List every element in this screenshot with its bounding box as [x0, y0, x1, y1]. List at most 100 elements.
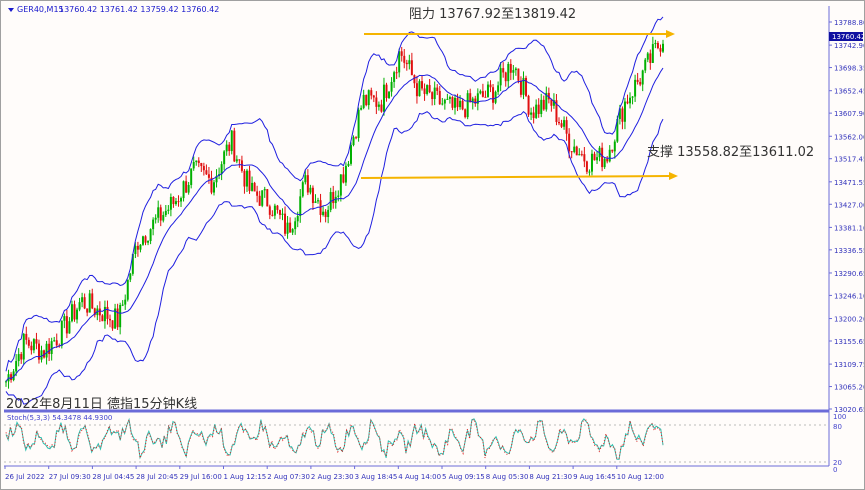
candle-body: [400, 51, 403, 56]
candle-body: [83, 297, 86, 309]
candle-body: [532, 112, 535, 118]
candle-body: [5, 381, 7, 383]
candle-body: [365, 94, 368, 106]
time-tick-label: 10 Aug 12:00: [617, 473, 664, 481]
band-upper: [5, 16, 664, 372]
candle-body: [395, 72, 398, 74]
candle-body: [261, 190, 264, 206]
candle-body: [53, 340, 56, 342]
candle-body: [415, 83, 418, 97]
time-tick-label: 28 Jul 20:45: [136, 473, 178, 481]
candle-body: [172, 196, 175, 205]
candle-body: [131, 254, 134, 274]
candle-body: [147, 241, 150, 243]
candle-body: [590, 153, 593, 172]
candle-body: [469, 93, 472, 103]
candle-body: [253, 182, 256, 192]
candle-body: [228, 144, 231, 152]
candle-body: [441, 103, 444, 105]
candle-body: [294, 221, 297, 230]
band-lower: [5, 110, 664, 405]
candle-body: [459, 100, 462, 108]
candle-body: [466, 93, 469, 118]
candle-body: [537, 104, 540, 114]
candle-body: [474, 98, 477, 104]
collapse-triangle-icon[interactable]: [8, 8, 14, 12]
candle-body: [355, 137, 358, 139]
candle-body: [578, 154, 581, 156]
candle-body: [20, 354, 23, 360]
candle-body: [563, 120, 566, 127]
candle-body: [593, 153, 596, 161]
candle-body: [324, 211, 327, 218]
candle-body: [418, 81, 421, 97]
candle-body: [639, 81, 642, 85]
candle-body: [349, 145, 352, 164]
candle-body: [230, 130, 233, 152]
candle-body: [314, 201, 317, 204]
candle-body: [621, 108, 624, 122]
candle-body: [157, 207, 160, 218]
candle-body: [164, 210, 167, 216]
candle-body: [380, 104, 383, 112]
candle-body: [433, 87, 436, 100]
candle-body: [507, 63, 510, 82]
candle-body: [339, 174, 342, 196]
candle-body: [390, 81, 393, 92]
candle-body: [98, 308, 101, 316]
resistance-label: 阻力 13767.92至13819.42: [409, 7, 576, 22]
candle-body: [560, 123, 563, 127]
candle-body: [565, 120, 568, 134]
candle-body: [519, 80, 522, 95]
time-labels: 26 Jul 2022 27 Jul 09:30 28 Jul 04:45 28 Ju…: [4, 466, 664, 481]
candle-body: [367, 90, 370, 106]
candle-body: [372, 95, 375, 98]
candle-body: [573, 146, 576, 153]
support-line: [360, 175, 670, 179]
candle-body: [606, 158, 609, 162]
candle-body: [114, 308, 117, 329]
candle-body: [377, 104, 380, 107]
candle-body: [78, 302, 81, 310]
candle-body: [527, 95, 530, 115]
candle-body: [504, 72, 507, 82]
candle-body: [646, 53, 649, 60]
candle-body: [525, 77, 528, 96]
candle-body: [60, 320, 63, 346]
candle-body: [431, 92, 434, 100]
candle-body: [86, 308, 89, 313]
candle-body: [382, 84, 385, 112]
candle-body: [207, 174, 210, 178]
candle-body: [32, 339, 35, 351]
candle-body: [636, 79, 639, 82]
candle-body: [522, 77, 525, 95]
candle-body: [631, 96, 634, 98]
candle-body: [568, 133, 571, 152]
candle-body: [393, 72, 396, 82]
candle-body: [608, 149, 611, 162]
candle-body: [225, 144, 228, 152]
candle-body: [12, 371, 15, 381]
price-tick-label: 13562.00: [834, 133, 865, 141]
candle-body: [322, 211, 325, 215]
candle-body: [210, 177, 213, 193]
candle-body: [557, 122, 560, 124]
price-ticks: 13788.80 13742.90 13698.35 13652.45 13607.90…: [829, 19, 865, 414]
candle-body: [580, 154, 583, 156]
candle-body: [139, 244, 142, 250]
candle-body: [547, 92, 550, 100]
time-tick-label: 9 Aug 16:45: [573, 473, 616, 481]
level-100: 100: [833, 413, 846, 421]
candle-body: [613, 141, 616, 152]
candle-body: [202, 166, 205, 171]
candle-body: [213, 182, 216, 193]
candle-body: [644, 59, 647, 71]
time-tick-label: 2 Aug 07:30: [267, 473, 310, 481]
candle-body: [109, 318, 112, 321]
candle-body: [502, 68, 505, 73]
candle-body: [25, 333, 28, 340]
candle-body: [15, 361, 18, 372]
candle-body: [289, 222, 292, 233]
candle-body: [273, 205, 276, 216]
